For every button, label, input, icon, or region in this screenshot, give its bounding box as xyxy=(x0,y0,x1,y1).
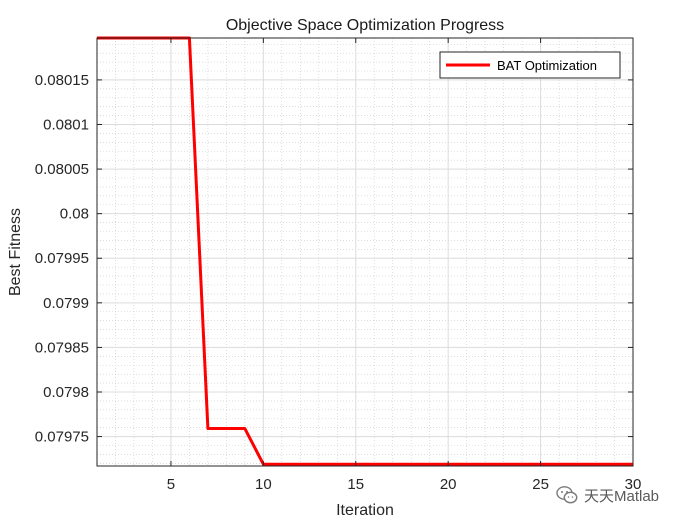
axes-box xyxy=(96,37,634,467)
y-tick-label: 0.0799 xyxy=(43,295,89,312)
x-axis-label: Iteration xyxy=(336,502,394,519)
chart-title: Objective Space Optimization Progress xyxy=(226,17,504,34)
watermark-text: 天天Matlab xyxy=(584,487,660,505)
x-tick-label: 15 xyxy=(347,476,364,493)
x-tick-label: 5 xyxy=(167,476,175,493)
y-tick-label: 0.08015 xyxy=(35,72,89,89)
axis-ticks xyxy=(97,38,634,466)
legend: BAT Optimization xyxy=(439,51,621,79)
wechat-icon xyxy=(556,486,578,504)
watermark: 天天Matlab xyxy=(556,482,696,508)
x-tick-label: 10 xyxy=(255,476,272,493)
y-tick-label: 0.08005 xyxy=(35,161,89,178)
y-tick-label: 0.0798 xyxy=(43,384,89,401)
plot-area xyxy=(97,38,633,466)
x-tick-label: 30 xyxy=(625,476,642,493)
legend-entry-bat: BAT Optimization xyxy=(497,58,597,73)
y-tick-labels: 0.07975 0.0798 0.07985 0.0799 0.07995 0.08 0.0… xyxy=(35,72,89,446)
x-tick-labels: 5 10 15 20 25 30 xyxy=(167,476,642,493)
y-tick-label: 0.07985 xyxy=(35,339,89,356)
y-tick-label: 0.08 xyxy=(60,206,89,223)
y-tick-label: 0.0801 xyxy=(43,116,89,133)
y-axis-label: Best Fitness xyxy=(7,208,24,296)
x-tick-label: 25 xyxy=(532,476,549,493)
y-tick-label: 0.07975 xyxy=(35,429,89,446)
x-tick-label: 20 xyxy=(440,476,457,493)
y-tick-label: 0.07995 xyxy=(35,250,89,267)
